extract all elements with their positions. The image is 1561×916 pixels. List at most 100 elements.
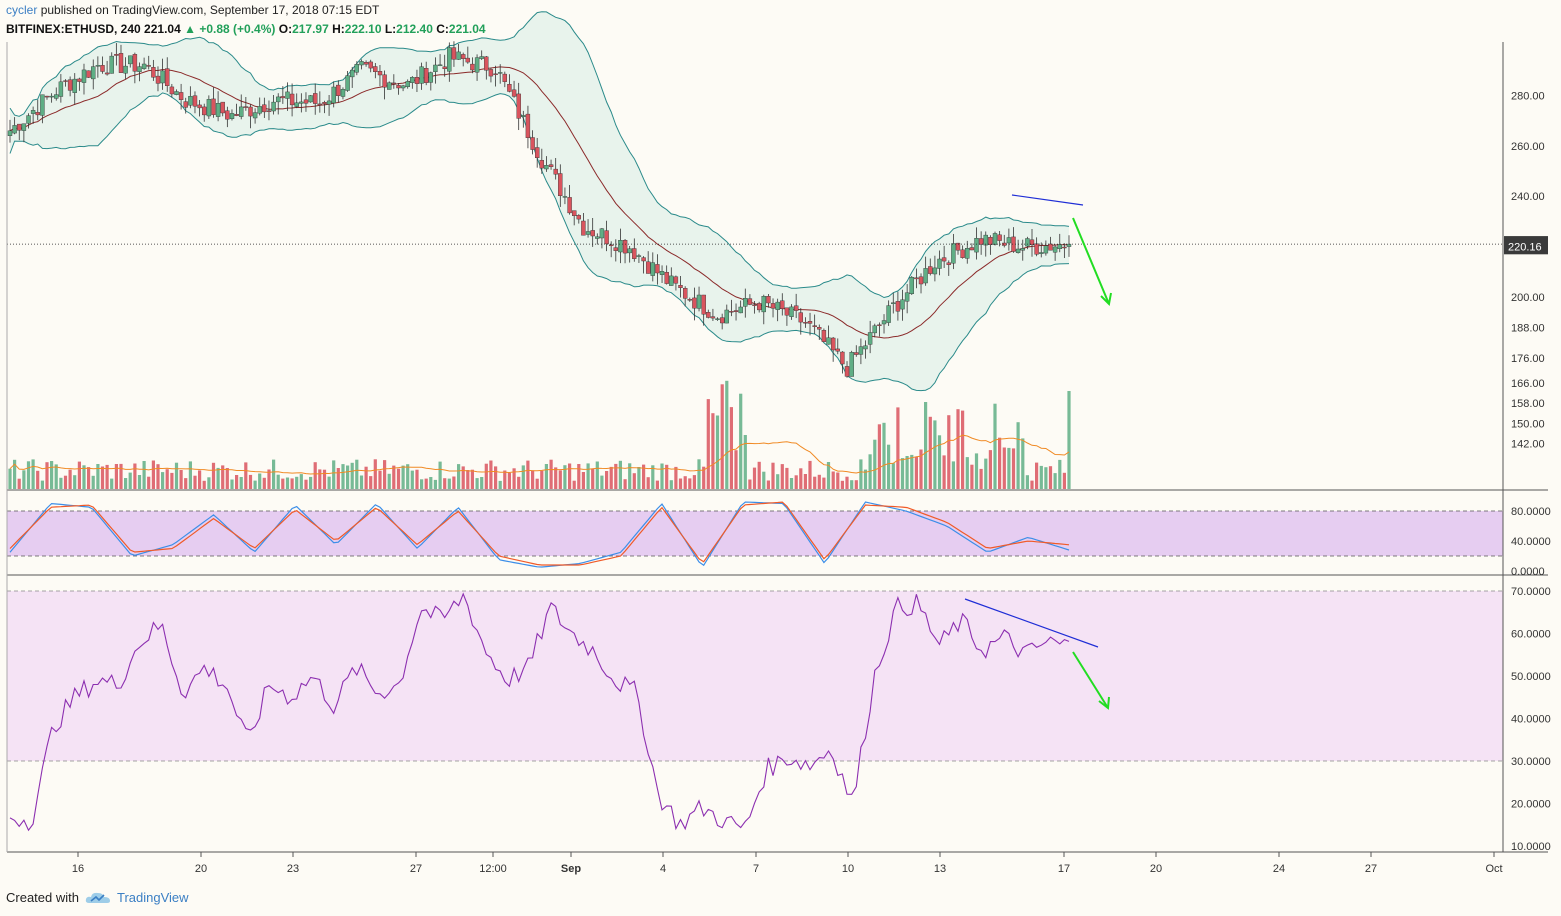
created-with-text: Created with — [6, 890, 79, 905]
candle-body — [891, 302, 896, 304]
volume-bar — [1025, 475, 1029, 489]
x-tick-label: 7 — [753, 863, 759, 875]
x-tick-label: Oct — [1485, 863, 1502, 875]
high-value: 222.10 — [344, 22, 382, 36]
stoch-k-line — [9, 501, 1070, 568]
volume-bar — [128, 472, 132, 489]
volume-bar — [600, 475, 604, 489]
candle-body — [373, 66, 378, 73]
candle-body — [326, 100, 332, 105]
candle-body — [451, 47, 457, 60]
candle-body — [909, 277, 914, 295]
candle-body — [49, 95, 54, 98]
volume-bar — [137, 475, 142, 489]
volume-bar — [572, 480, 576, 489]
candle-body — [405, 81, 410, 88]
volume-bar — [299, 474, 303, 489]
high-label: H: — [332, 22, 345, 36]
candle-body — [396, 85, 401, 89]
volume-bar — [924, 402, 928, 489]
stoch-rsi-pane — [7, 501, 1503, 568]
candle-body — [849, 352, 854, 377]
candle-body — [174, 91, 179, 95]
volume-bar — [13, 459, 17, 489]
volume-bar — [928, 416, 932, 489]
candle-body — [377, 70, 383, 76]
volume-bar — [1002, 447, 1006, 489]
candle-body — [303, 99, 309, 104]
volume-bar — [466, 470, 470, 489]
volume-bar — [202, 480, 206, 489]
volume-bar — [424, 478, 428, 489]
candle-body — [141, 63, 147, 69]
volume-bar — [91, 475, 95, 489]
volume-bar — [452, 476, 456, 489]
volume-bar — [1062, 472, 1066, 489]
candle-body — [104, 72, 110, 75]
volume-bar — [762, 471, 766, 489]
candle-body — [955, 242, 961, 251]
volume-bar — [285, 477, 290, 489]
volume-bar — [230, 479, 234, 489]
volume-bar — [457, 464, 461, 489]
candle-body — [743, 298, 748, 307]
volume-bar — [568, 463, 572, 489]
volume-bar — [239, 477, 243, 489]
candle-body — [410, 77, 415, 83]
volume-bar — [998, 437, 1002, 489]
volume-bar — [262, 477, 266, 489]
candle-body — [988, 236, 993, 245]
close-value: 221.04 — [448, 22, 486, 36]
author-name[interactable]: cycler — [6, 3, 38, 17]
x-tick-label: 13 — [934, 863, 946, 875]
volume-bar — [919, 449, 923, 489]
volume-bar — [151, 460, 155, 489]
candle-body — [572, 210, 577, 217]
tradingview-logo-icon — [85, 892, 110, 903]
candle-body — [502, 73, 507, 82]
rsi-tick-label: 50.0000 — [1511, 671, 1551, 683]
volume-bar — [1007, 447, 1011, 489]
candle-body — [992, 233, 998, 245]
volume-bar — [937, 435, 942, 489]
volume-bar — [392, 465, 396, 489]
volume-bar — [655, 480, 659, 489]
volume-bar — [725, 380, 729, 489]
candle-body — [978, 238, 984, 245]
candle-body — [706, 312, 711, 318]
volume-bar — [628, 463, 632, 489]
candle-body — [918, 276, 924, 285]
candle-body — [669, 275, 674, 286]
candle-body — [183, 101, 188, 108]
volume-bar — [489, 460, 493, 489]
candle-body — [164, 68, 170, 86]
x-tick-label: 10 — [842, 863, 854, 875]
tradingview-link[interactable]: TradingView — [116, 890, 189, 905]
candle-body — [553, 168, 558, 175]
candle-body — [622, 239, 628, 254]
x-tick-label: 24 — [1273, 863, 1285, 875]
volume-bar — [110, 478, 114, 489]
volume-bar — [776, 474, 780, 489]
volume-bar — [595, 461, 599, 489]
volume-bar — [179, 470, 183, 489]
volume-bar — [947, 415, 951, 489]
candle-body — [192, 95, 198, 107]
volume-bar — [207, 477, 211, 489]
volume-bar — [618, 460, 622, 489]
y-tick-label: 200.00 — [1511, 292, 1545, 304]
volume-bar — [507, 472, 511, 489]
candle-body — [17, 123, 22, 131]
candle-body — [493, 73, 498, 76]
volume-bar — [327, 476, 331, 489]
candle-body — [44, 95, 50, 98]
candle-body — [687, 299, 692, 301]
candle-body — [127, 55, 133, 65]
candle-body — [831, 337, 836, 351]
candle-body — [201, 106, 207, 116]
last-price: 221.04 — [144, 22, 181, 36]
candle-body — [1039, 252, 1044, 254]
volume-bar — [124, 478, 128, 489]
candle-body — [650, 262, 655, 276]
candle-body — [146, 65, 151, 67]
